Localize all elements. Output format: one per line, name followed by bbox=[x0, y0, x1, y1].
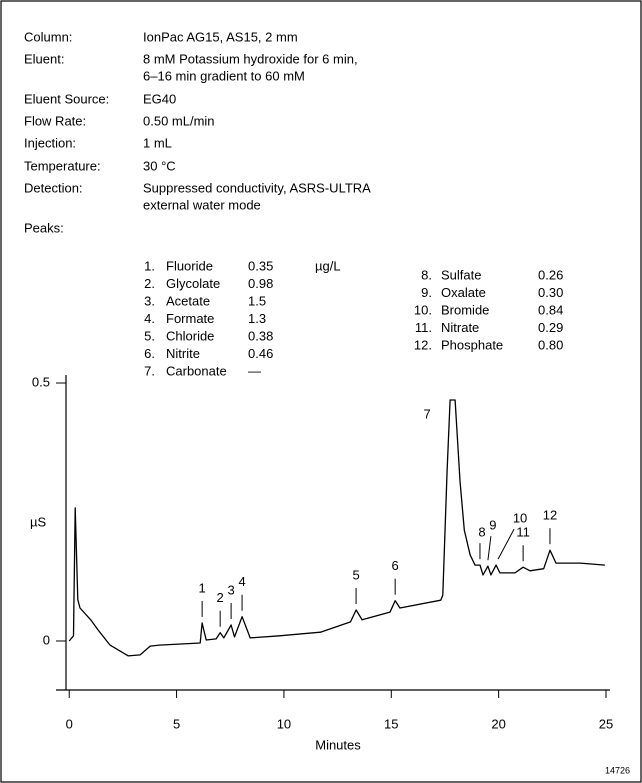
x-tick-label: 20 bbox=[491, 716, 505, 731]
condition-label: Temperature: bbox=[24, 158, 101, 173]
peak-name: Nitrate bbox=[441, 320, 479, 335]
peak-number: 6. bbox=[144, 346, 155, 361]
peak-amount: 0.35 bbox=[248, 258, 273, 273]
peak-label: 1 bbox=[199, 580, 206, 595]
peak-number: 11. bbox=[415, 320, 432, 335]
trace bbox=[68, 399, 605, 657]
peak-label: 10 bbox=[513, 511, 527, 526]
condition-value: 1 mL bbox=[143, 135, 172, 150]
peak-label: 6 bbox=[392, 558, 399, 573]
peak-amount: — bbox=[248, 363, 261, 378]
peak-leader bbox=[487, 536, 492, 561]
peak-number: 1. bbox=[144, 258, 155, 273]
peak-number: 4. bbox=[144, 311, 155, 326]
peak-name: Chloride bbox=[166, 328, 214, 343]
peak-name: Glycolate bbox=[166, 276, 220, 291]
peak-name: Formate bbox=[166, 311, 214, 326]
condition-value: external water mode bbox=[143, 197, 261, 212]
peak-label: 3 bbox=[227, 582, 234, 597]
peak-label: 9 bbox=[489, 518, 496, 533]
peak-amount: 0.30 bbox=[538, 285, 563, 300]
peak-name: Nitrite bbox=[166, 346, 200, 361]
peak-amount: 0.80 bbox=[538, 337, 563, 352]
peak-name: Fluoride bbox=[166, 258, 213, 273]
peak-label: 5 bbox=[352, 567, 359, 582]
x-tick-label: 5 bbox=[173, 716, 180, 731]
condition-label: Injection: bbox=[24, 135, 76, 150]
peak-name: Carbonate bbox=[166, 363, 227, 378]
peaks-label: Peaks: bbox=[24, 220, 64, 235]
peak-label: 8 bbox=[478, 525, 485, 540]
peak-amount: 0.29 bbox=[538, 320, 563, 335]
peak-number: 2. bbox=[144, 276, 155, 291]
peak-name: Bromide bbox=[441, 302, 489, 317]
peak-amount: 0.38 bbox=[248, 328, 273, 343]
condition-value: 0.50 mL/min bbox=[143, 113, 215, 128]
figure-id: 14726 bbox=[605, 765, 630, 775]
condition-value: IonPac AG15, AS15, 2 mm bbox=[143, 29, 298, 44]
peak-label: 11 bbox=[516, 525, 530, 540]
x-tick-label: 15 bbox=[384, 716, 398, 731]
y-axis-label: µS bbox=[30, 514, 46, 529]
peak-amount: 0.46 bbox=[248, 346, 273, 361]
condition-value: 30 °C bbox=[143, 158, 176, 173]
peak-label: 2 bbox=[217, 590, 224, 605]
peak-label: 7 bbox=[424, 406, 431, 421]
peak-name: Sulfate bbox=[441, 267, 481, 282]
condition-label: Column: bbox=[24, 29, 72, 44]
x-tick-label: 10 bbox=[277, 716, 291, 731]
condition-value: EG40 bbox=[143, 91, 176, 106]
peak-amount: 0.98 bbox=[248, 276, 273, 291]
peak-amount: 0.26 bbox=[538, 267, 563, 282]
y-tick-label: 0 bbox=[43, 632, 50, 647]
condition-label: Detection: bbox=[24, 180, 83, 195]
peak-label: 12 bbox=[543, 508, 557, 523]
y-tick-label: 0.5 bbox=[32, 374, 50, 389]
condition-label: Eluent Source: bbox=[24, 91, 109, 106]
peak-number: 7. bbox=[144, 363, 155, 378]
peak-name: Oxalate bbox=[441, 285, 486, 300]
condition-label: Eluent: bbox=[24, 51, 64, 66]
x-tick-label: 25 bbox=[599, 716, 613, 731]
condition-value: Suppressed conductivity, ASRS-ULTRA bbox=[143, 180, 371, 195]
peak-amount: 0.84 bbox=[538, 302, 563, 317]
condition-label: Flow Rate: bbox=[24, 113, 86, 128]
peak-number: 12. bbox=[414, 337, 432, 352]
peaks-unit: µg/L bbox=[315, 258, 341, 273]
condition-value: 6–16 min gradient to 60 mM bbox=[143, 68, 305, 83]
peak-amount: 1.3 bbox=[248, 311, 266, 326]
peak-number: 10. bbox=[414, 302, 432, 317]
peak-label: 4 bbox=[238, 574, 245, 589]
peak-number: 9. bbox=[421, 285, 432, 300]
peak-number: 3. bbox=[144, 293, 155, 308]
peak-name: Acetate bbox=[166, 293, 210, 308]
x-tick-label: 0 bbox=[66, 716, 73, 731]
peak-number: 8. bbox=[421, 267, 432, 282]
condition-value: 8 mM Potassium hydroxide for 6 min, bbox=[143, 51, 358, 66]
peak-amount: 1.5 bbox=[248, 293, 266, 308]
peak-name: Phosphate bbox=[441, 337, 503, 352]
x-axis-label: Minutes bbox=[315, 737, 361, 752]
peak-leader bbox=[497, 528, 515, 560]
peak-number: 5. bbox=[144, 328, 155, 343]
